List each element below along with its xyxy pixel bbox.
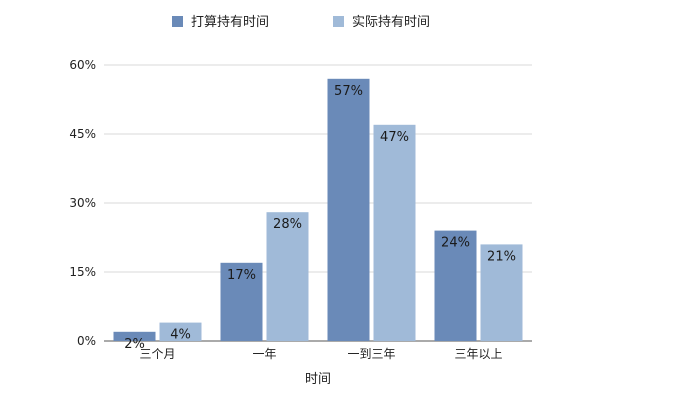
bar-打算持有时间-三年以上 xyxy=(434,230,477,341)
data-label: 21% xyxy=(487,249,516,264)
data-label: 4% xyxy=(170,328,191,343)
data-label: 28% xyxy=(273,217,302,232)
bar-打算持有时间-一年 xyxy=(220,262,263,341)
x-tick-label: 三个月 xyxy=(139,347,175,361)
bar-实际持有时间-三年以上 xyxy=(480,244,523,341)
legend-swatch-打算持有时间 xyxy=(172,16,183,27)
data-label: 47% xyxy=(380,130,409,145)
y-tick-label: 60% xyxy=(69,58,96,72)
x-tick-label: 一年 xyxy=(252,347,276,361)
x-axis-ticks: 三个月 一年 一到三年 三年以上 xyxy=(139,347,502,361)
legend-label-打算持有时间: 打算持有时间 xyxy=(191,15,269,30)
x-tick-label: 三年以上 xyxy=(454,347,502,361)
legend: 打算持有时间 实际持有时间 xyxy=(172,15,430,30)
x-tick-label: 一到三年 xyxy=(347,347,395,361)
data-label: 57% xyxy=(334,84,363,99)
bar-实际持有时间-一年 xyxy=(266,212,309,341)
legend-label-实际持有时间: 实际持有时间 xyxy=(352,15,430,30)
bar-实际持有时间-一到三年 xyxy=(373,124,416,341)
y-tick-label: 30% xyxy=(69,196,96,210)
bar-实际持有时间-三个月 xyxy=(159,322,202,341)
bars: 2% 4% 17% 28% 57% 47% 24% 21% xyxy=(113,78,523,352)
y-tick-label: 15% xyxy=(69,265,96,279)
bar-打算持有时间-一到三年 xyxy=(327,78,370,342)
data-label: 17% xyxy=(227,268,256,283)
y-axis-ticks: 0% 15% 30% 45% 60% xyxy=(69,58,96,348)
data-label: 24% xyxy=(441,236,470,251)
x-axis-title: 时间 xyxy=(305,372,331,387)
y-tick-label: 45% xyxy=(69,127,96,141)
bar-打算持有时间-三个月 xyxy=(113,331,156,341)
legend-swatch-实际持有时间 xyxy=(333,16,344,27)
data-label: 2% xyxy=(124,337,145,352)
y-tick-label: 0% xyxy=(77,334,96,348)
